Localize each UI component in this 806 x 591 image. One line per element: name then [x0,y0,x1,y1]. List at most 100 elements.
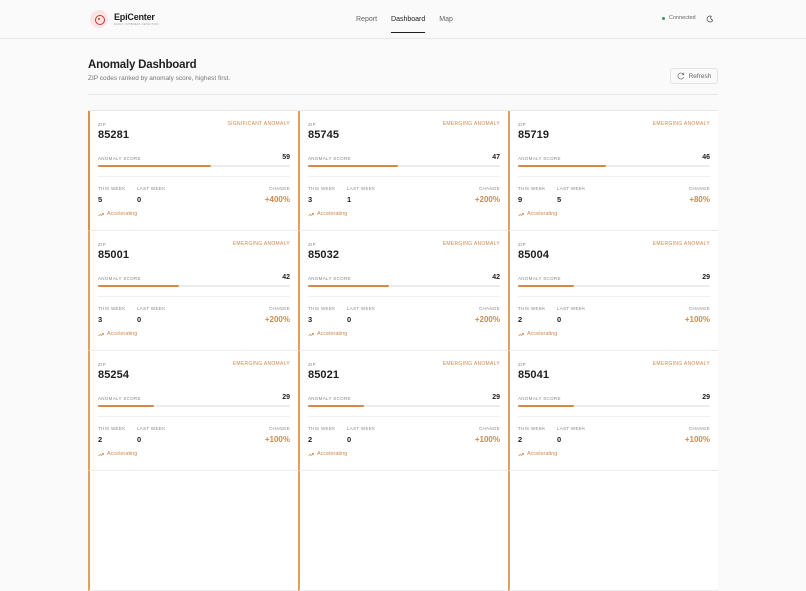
anomaly-card[interactable]: ZIP 85032 EMERGING ANOMALY ANOMALY SCORE… [298,231,508,351]
trend-indicator: Accelerating [308,211,347,217]
trend-indicator: Accelerating [308,451,347,457]
trend-label: Accelerating [107,331,138,337]
page-title: Anomaly Dashboard [88,59,197,71]
trending-up-icon [518,332,524,336]
anomaly-score-label: ANOMALY SCORE [518,276,561,281]
page-subtitle: ZIP codes ranked by anomaly score, highe… [88,75,231,82]
last-week-value: 0 [137,435,142,444]
score-bar-fill [98,405,154,407]
trending-up-icon [518,212,524,216]
anomaly-card[interactable] [508,471,718,591]
brand-tagline: EARLY OUTBREAK DETECTION [114,22,159,26]
score-bar-fill [98,165,212,167]
last-week-label: LAST WEEK [557,186,586,191]
last-week-label: LAST WEEK [557,306,586,311]
last-week-label: LAST WEEK [557,426,586,431]
this-week-label: THIS WEEK [308,186,336,191]
change-value: +100% [684,315,710,324]
anomaly-badge: EMERGING ANOMALY [652,121,710,127]
this-week-value: 2 [308,435,313,444]
this-week-label: THIS WEEK [518,186,546,191]
brand[interactable]: EpiCenter EARLY OUTBREAK DETECTION [90,10,159,28]
connection-status: Connected [662,15,696,21]
score-bar-fill [518,285,574,287]
moon-icon[interactable] [706,15,714,23]
anomaly-score-value: 46 [702,154,710,161]
last-week-value: 0 [347,435,352,444]
change-label: CHANGE [478,426,500,431]
anomaly-card[interactable]: ZIP 85719 EMERGING ANOMALY ANOMALY SCORE… [508,111,718,231]
this-week-value: 3 [308,195,313,204]
anomaly-badge: EMERGING ANOMALY [232,241,290,247]
trending-up-icon [98,212,104,216]
last-week-value: 1 [347,195,352,204]
anomaly-score-value: 29 [702,394,710,401]
nav-report[interactable]: Report [356,16,378,23]
this-week-value: 2 [518,315,523,324]
nav-dashboard[interactable]: Dashboard [391,0,426,39]
last-week-label: LAST WEEK [137,306,166,311]
this-week-label: THIS WEEK [518,306,546,311]
anomaly-badge: SIGNIFICANT ANOMALY [227,121,290,127]
this-week-label: THIS WEEK [98,426,126,431]
anomaly-card[interactable] [298,471,508,591]
change-label: CHANGE [688,306,710,311]
anomaly-card[interactable]: ZIP 85041 EMERGING ANOMALY ANOMALY SCORE… [508,351,718,471]
card-divider [308,416,500,417]
anomaly-card[interactable]: ZIP 85021 EMERGING ANOMALY ANOMALY SCORE… [298,351,508,471]
anomaly-card[interactable] [88,471,298,591]
trend-label: Accelerating [317,331,348,337]
anomaly-badge: EMERGING ANOMALY [442,361,500,367]
brand-name: EpiCenter [114,11,155,22]
anomaly-badge: EMERGING ANOMALY [652,361,710,367]
card-divider [308,176,500,177]
header-divider [88,94,718,95]
change-value: +200% [474,315,500,324]
zip-label: ZIP [98,242,106,247]
anomaly-card[interactable]: ZIP 85001 EMERGING ANOMALY ANOMALY SCORE… [88,231,298,351]
change-label: CHANGE [268,426,290,431]
anomaly-badge: EMERGING ANOMALY [442,121,500,127]
trending-up-icon [308,332,314,336]
target-logo-icon [90,10,108,28]
change-label: CHANGE [268,186,290,191]
last-week-label: LAST WEEK [347,426,376,431]
anomaly-card[interactable]: ZIP 85745 EMERGING ANOMALY ANOMALY SCORE… [298,111,508,231]
this-week-label: THIS WEEK [518,426,546,431]
trending-up-icon [308,212,314,216]
score-bar-fill [518,405,574,407]
this-week-label: THIS WEEK [308,306,336,311]
trend-indicator: Accelerating [98,451,137,457]
card-divider [518,416,710,417]
anomaly-score-value: 29 [702,274,710,281]
trend-label: Accelerating [107,451,138,457]
status-label: Connected [669,15,696,21]
anomaly-score-value: 29 [282,394,290,401]
trending-up-icon [98,332,104,336]
anomaly-score-label: ANOMALY SCORE [98,276,141,281]
trend-indicator: Accelerating [518,451,557,457]
trend-indicator: Accelerating [98,331,137,337]
anomaly-badge: EMERGING ANOMALY [442,241,500,247]
zip-label: ZIP [308,122,316,127]
trend-label: Accelerating [527,331,558,337]
zip-label: ZIP [518,242,526,247]
main-nav: Report Dashboard Map [356,0,467,39]
refresh-button[interactable]: Refresh [670,68,718,84]
trending-up-icon [518,452,524,456]
nav-map[interactable]: Map [439,16,453,23]
change-value: +80% [689,195,710,204]
change-label: CHANGE [688,426,710,431]
anomaly-card[interactable]: ZIP 85004 EMERGING ANOMALY ANOMALY SCORE… [508,231,718,351]
card-divider [98,296,290,297]
zip-label: ZIP [518,362,526,367]
anomaly-card[interactable]: ZIP 85281 SIGNIFICANT ANOMALY ANOMALY SC… [88,111,298,231]
change-value: +200% [474,195,500,204]
score-bar-fill [308,405,364,407]
zip-code: 85254 [98,369,130,381]
zip-label: ZIP [518,122,526,127]
trend-label: Accelerating [527,451,558,457]
anomaly-score-label: ANOMALY SCORE [98,396,141,401]
anomaly-score-value: 29 [492,394,500,401]
anomaly-card[interactable]: ZIP 85254 EMERGING ANOMALY ANOMALY SCORE… [88,351,298,471]
